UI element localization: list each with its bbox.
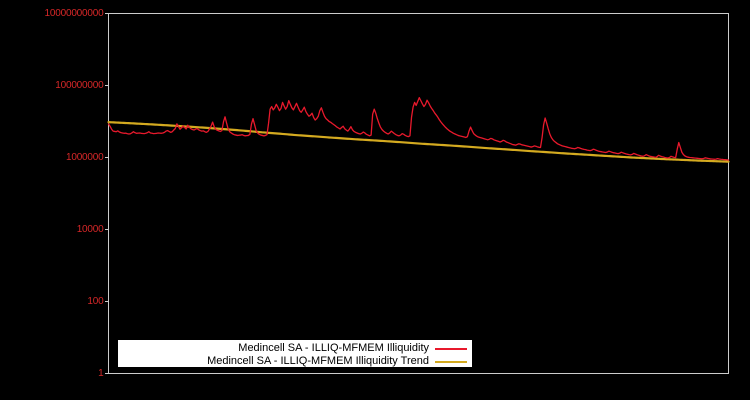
y-axis-tick-label: 10000000000 [44, 7, 104, 19]
y-axis-tick-label: 1000000 [65, 151, 104, 163]
plot-area-frame [108, 13, 729, 374]
y-axis-tick-label: 1 [98, 367, 104, 379]
y-axis-tick-marks [105, 13, 109, 374]
trend-line-series [107, 121, 730, 163]
legend-item-illiquidity: Medincell SA - ILLIQ-MFMEM Illiquidity [119, 342, 471, 355]
legend-label-illiquidity: Medincell SA - ILLIQ-MFMEM Illiquidity [238, 342, 429, 354]
chart-legend: Medincell SA - ILLIQ-MFMEM Illiquidity M… [118, 340, 472, 367]
legend-swatch-illiquidity [435, 347, 467, 350]
illiquidity-line-series [107, 96, 730, 161]
y-axis-tick-label: 100000000 [55, 79, 104, 91]
legend-item-illiquidity-trend: Medincell SA - ILLIQ-MFMEM Illiquidity T… [119, 355, 471, 368]
legend-label-illiquidity-trend: Medincell SA - ILLIQ-MFMEM Illiquidity T… [207, 355, 429, 367]
y-axis-tick-label: 100 [87, 295, 104, 307]
legend-swatch-illiquidity-trend [435, 360, 467, 363]
y-axis-tick-label: 10000 [76, 223, 104, 235]
